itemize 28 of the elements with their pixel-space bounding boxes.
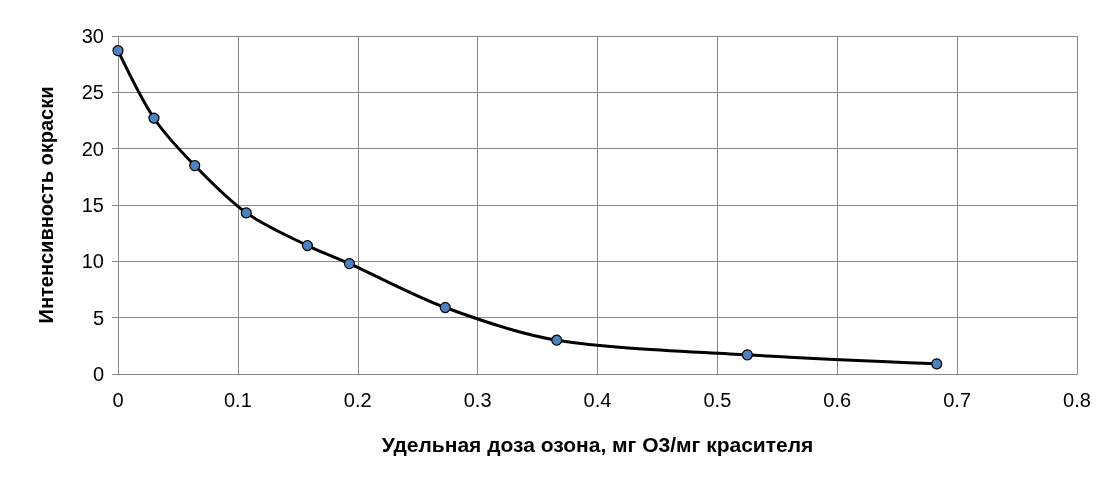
- y-axis-title: Интенсивность окраски: [35, 86, 57, 324]
- x-tick-label: 0.3: [463, 389, 492, 411]
- point: [551, 334, 563, 346]
- x-tick-label: 0.8: [1063, 389, 1091, 411]
- point: [301, 239, 313, 252]
- point: [189, 159, 201, 172]
- x-tick-label: 0.1: [223, 389, 252, 411]
- x-tick-label: 0.2: [343, 389, 372, 411]
- x-tick-label: 0.5: [703, 389, 732, 411]
- x-tick-label: 0: [112, 389, 124, 411]
- x-tick-label: 0.7: [943, 389, 972, 411]
- point: [240, 207, 252, 219]
- y-tick-label: 0: [92, 363, 104, 385]
- y-tick-label: 25: [81, 81, 104, 104]
- x-tick-label: 0.6: [823, 389, 852, 411]
- x-axis-title: Удельная доза озона, мг О3/мг красителя: [381, 433, 814, 456]
- y-tick-label: 20: [81, 137, 104, 160]
- point: [343, 257, 355, 270]
- y-tick-label: 30: [81, 25, 104, 47]
- point: [741, 349, 753, 361]
- y-tick-label: 10: [81, 250, 104, 273]
- point: [112, 45, 124, 57]
- x-tick-label: 0.4: [583, 389, 612, 411]
- point: [931, 358, 943, 370]
- y-tick-label: 5: [92, 306, 104, 329]
- point: [148, 112, 160, 124]
- point: [439, 301, 451, 314]
- y-tick-label: 15: [81, 194, 104, 216]
